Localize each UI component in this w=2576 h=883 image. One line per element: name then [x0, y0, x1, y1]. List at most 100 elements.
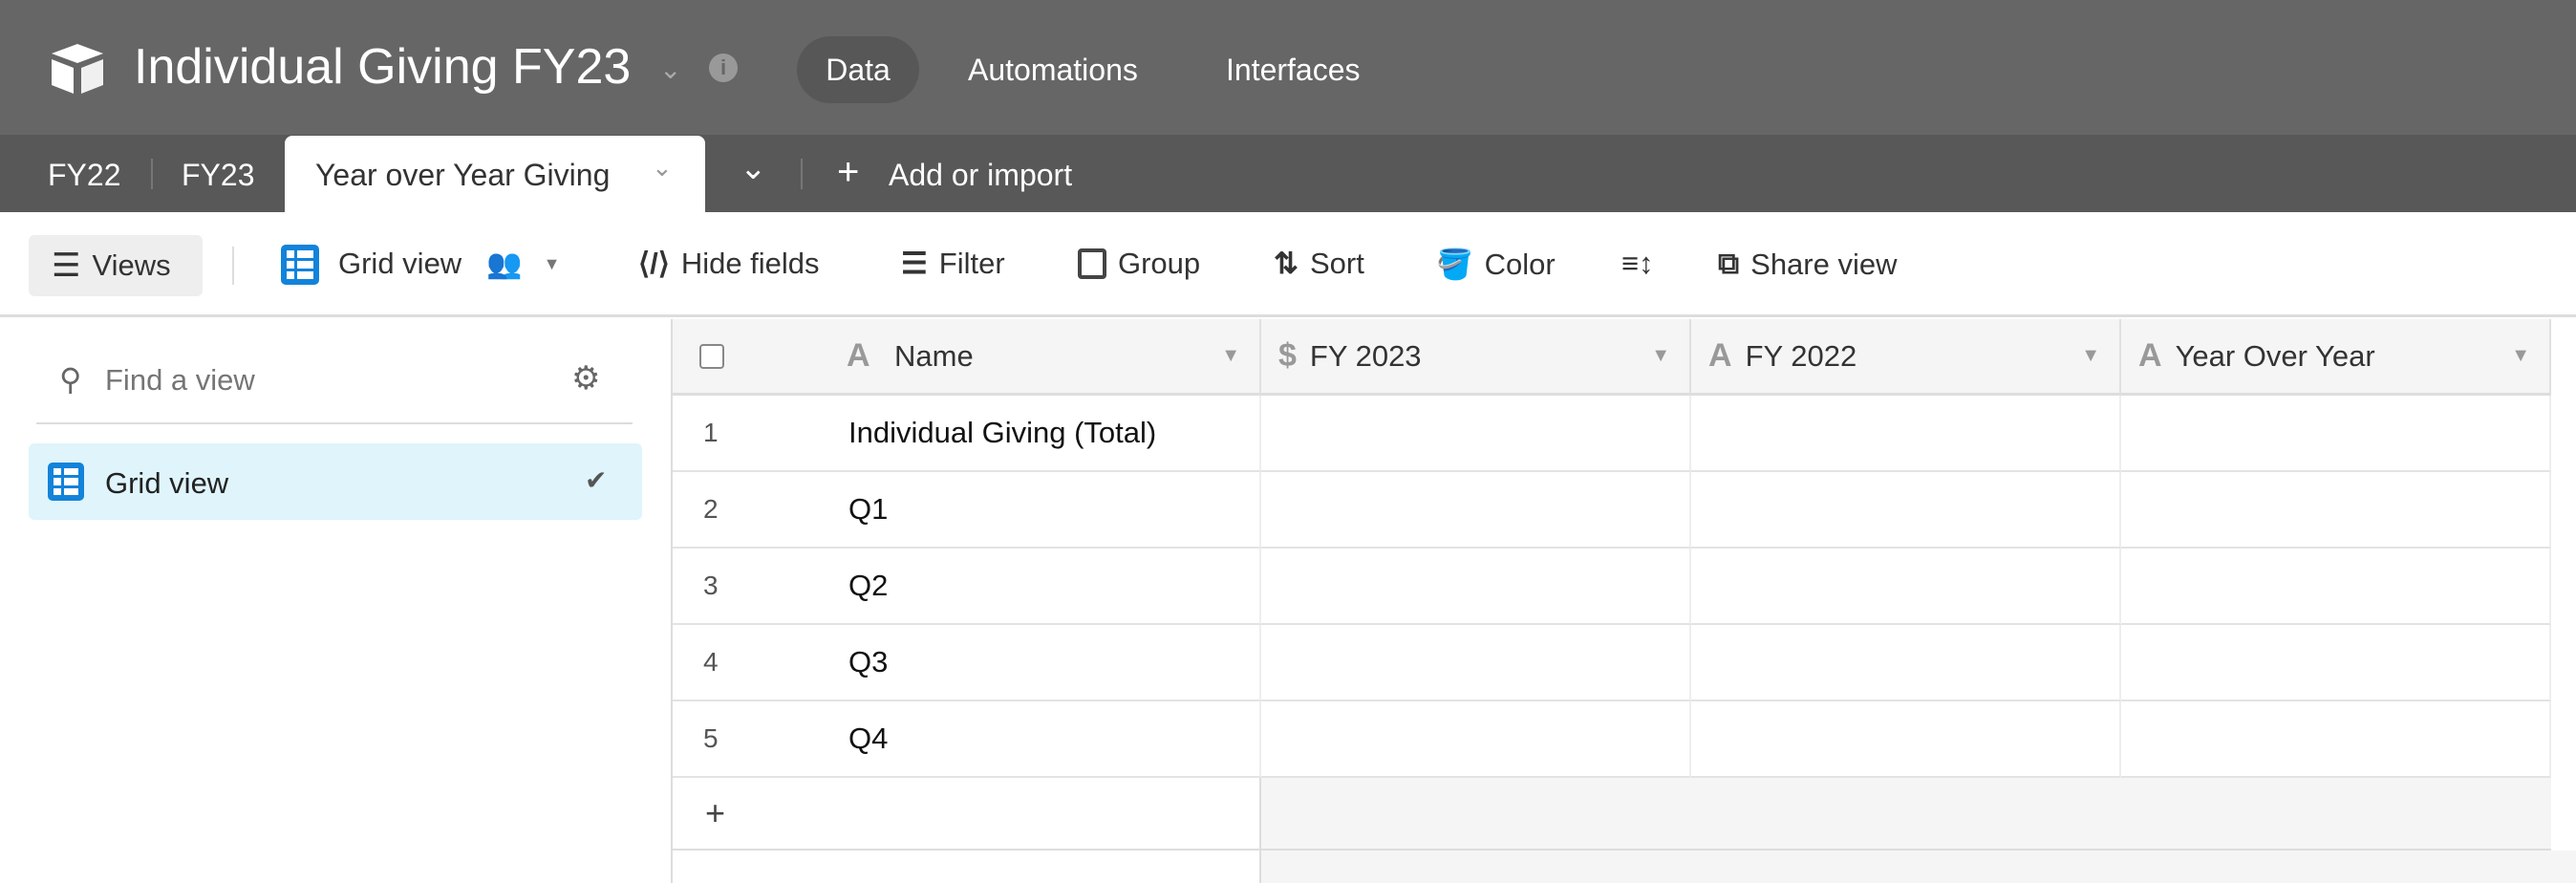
plus-icon: +	[705, 793, 726, 832]
column-header-year-over-year[interactable]: A Year Over Year ▼	[2121, 319, 2551, 396]
filter-button[interactable]: ☰ Filter	[901, 247, 1005, 281]
collaborative-people-icon: 👥	[486, 248, 523, 280]
share-view-label: Share view	[1750, 247, 1898, 281]
hide-fields-button[interactable]: ⟨/⟩ Hide fields	[638, 247, 820, 281]
column-label: FY 2022	[1745, 338, 1857, 373]
row-number: 2	[703, 494, 719, 524]
cell-fy2022[interactable]	[1691, 625, 2121, 701]
share-icon: ⧉	[1718, 247, 1740, 280]
gear-icon[interactable]: ⚙	[571, 360, 601, 397]
chevron-down-icon[interactable]: ⌄	[659, 54, 682, 84]
caret-down-icon[interactable]: ▼	[2081, 345, 2100, 366]
cell-fy2023[interactable]	[1261, 472, 1691, 549]
row-height-icon[interactable]: ≡↕	[1621, 247, 1654, 280]
view-name: Grid view	[338, 247, 462, 280]
base-title[interactable]: Individual Giving FY23	[134, 39, 632, 95]
share-view-button[interactable]: ⧉ Share view	[1718, 247, 1898, 282]
caret-down-icon[interactable]: ▼	[2511, 345, 2530, 366]
views-sidebar	[0, 319, 673, 883]
row-name: Q4	[848, 721, 889, 755]
search-icon: ⚲	[59, 362, 82, 397]
grid-background	[1261, 851, 2576, 883]
menu-icon: ☰	[52, 248, 81, 284]
tab-fy23[interactable]: FY23	[182, 158, 255, 192]
views-button[interactable]	[29, 235, 203, 296]
divider	[801, 159, 803, 189]
sort-button[interactable]: ⇅ Sort	[1274, 247, 1364, 281]
caret-down-icon[interactable]: ▼	[1651, 345, 1670, 366]
cell-year-over-year[interactable]	[2121, 472, 2551, 549]
select-all-checkbox[interactable]	[699, 343, 724, 369]
find-view-input[interactable]	[105, 354, 545, 407]
divider	[36, 422, 633, 424]
row-name: Individual Giving (Total)	[848, 416, 1157, 449]
nav-interfaces[interactable]: Interfaces	[1226, 53, 1361, 87]
sidebar-view-grid-view[interactable]	[29, 443, 642, 520]
text-field-icon: A	[2138, 337, 2162, 374]
cell-name[interactable]: 5 Q4	[673, 701, 1261, 778]
app-header	[0, 0, 2576, 135]
row-name: Q3	[848, 645, 889, 678]
cell-year-over-year[interactable]	[2121, 625, 2551, 701]
cell-fy2023[interactable]	[1261, 396, 1691, 472]
cell-year-over-year[interactable]	[2121, 396, 2551, 472]
all-tables-chevron-icon[interactable]: ⌄	[740, 150, 767, 186]
base-logo-icon[interactable]	[48, 42, 107, 96]
caret-down-icon: ▼	[543, 253, 561, 273]
grid-view-icon	[48, 463, 84, 501]
views-label: Views	[92, 248, 171, 282]
grid-view-icon	[281, 245, 319, 285]
view-toolbar	[0, 212, 2576, 317]
nav-automations[interactable]: Automations	[968, 53, 1138, 87]
cell-year-over-year[interactable]	[2121, 549, 2551, 625]
cell-fy2022[interactable]	[1691, 549, 2121, 625]
row-number: 4	[703, 647, 719, 677]
currency-field-icon: $	[1278, 337, 1297, 374]
cell-name[interactable]: 1 Individual Giving (Total)	[673, 396, 1261, 472]
group-button[interactable]: Group	[1078, 247, 1200, 281]
row-number: 3	[703, 571, 719, 600]
sort-label: Sort	[1309, 247, 1364, 280]
plus-icon[interactable]: +	[837, 151, 860, 193]
text-field-icon: A	[847, 337, 870, 374]
info-icon[interactable]: i	[709, 54, 738, 82]
column-label: Year Over Year	[2175, 338, 2375, 373]
add-row-button[interactable]: +	[673, 778, 1261, 851]
cell-fy2023[interactable]	[1261, 625, 1691, 701]
active-tab-label: Year over Year Giving	[315, 158, 611, 192]
column-header-fy2023[interactable]: $ FY 2023 ▼	[1261, 319, 1691, 396]
grid-background	[673, 851, 1261, 883]
tab-year-over-year-giving[interactable]	[285, 136, 705, 214]
cell-fy2023[interactable]	[1261, 701, 1691, 778]
hide-fields-icon: ⟨/⟩	[638, 247, 670, 280]
cell-fy2022[interactable]	[1691, 701, 2121, 778]
checkmark-icon: ✔	[585, 465, 608, 495]
cell-fy2022[interactable]	[1691, 472, 2121, 549]
row-name: Q1	[848, 492, 889, 526]
column-header-name[interactable]: A Name ▼	[673, 319, 1261, 396]
column-header-fy2022[interactable]: A FY 2022 ▼	[1691, 319, 2121, 396]
row-number: 5	[703, 723, 719, 753]
cell-name[interactable]: 4 Q3	[673, 625, 1261, 701]
cell-year-over-year[interactable]	[2121, 701, 2551, 778]
grid-empty-area	[1261, 778, 2551, 851]
group-label: Group	[1118, 247, 1201, 280]
tab-fy22[interactable]: FY22	[48, 158, 121, 192]
color-button[interactable]: 🪣 Color	[1436, 247, 1556, 282]
chevron-down-icon[interactable]: ⌄	[652, 153, 673, 182]
filter-icon: ☰	[901, 247, 928, 280]
add-or-import-button[interactable]: Add or import	[889, 158, 1073, 192]
caret-down-icon[interactable]: ▼	[1221, 345, 1240, 366]
cell-fy2023[interactable]	[1261, 549, 1691, 625]
sidebar-view-label: Grid view	[105, 466, 229, 500]
nav-data[interactable]: Data	[797, 36, 919, 103]
cell-fy2022[interactable]	[1691, 396, 2121, 472]
sort-icon: ⇅	[1274, 247, 1299, 280]
row-name: Q2	[848, 569, 889, 602]
group-icon	[1078, 248, 1106, 279]
grid-view-button[interactable]: Grid view 👥 ▼	[338, 247, 560, 281]
cell-name[interactable]: 3 Q2	[673, 549, 1261, 625]
hide-fields-label: Hide fields	[680, 247, 820, 280]
cell-name[interactable]: 2 Q1	[673, 472, 1261, 549]
paint-bucket-icon: 🪣	[1436, 248, 1473, 281]
